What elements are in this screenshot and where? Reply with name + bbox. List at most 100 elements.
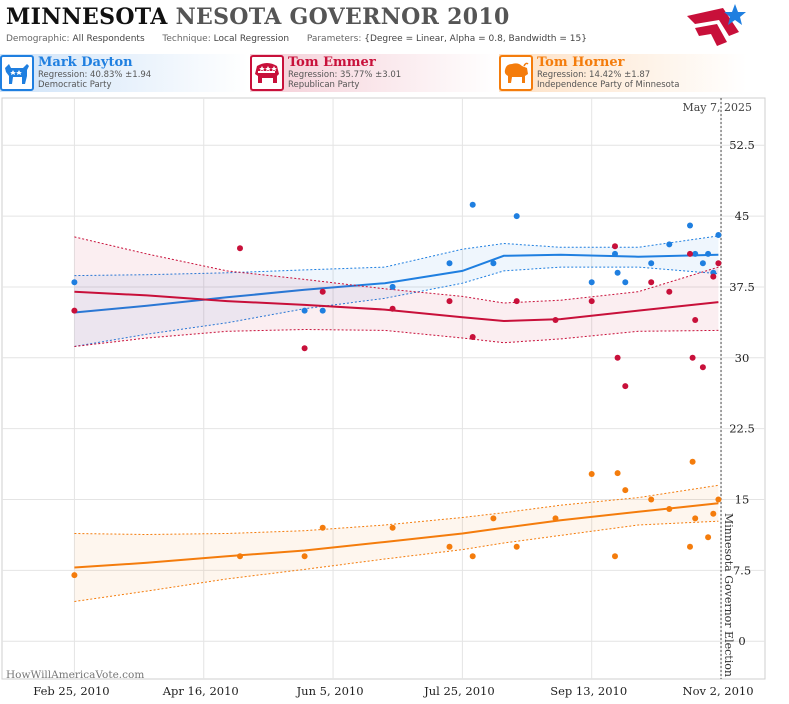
- technique-label: Technique:: [162, 34, 211, 44]
- mark-dayton-poll-point: [666, 241, 673, 248]
- buffalo-icon: [499, 55, 533, 91]
- mark-dayton-poll-point: [513, 213, 520, 220]
- tom-horner-confidence-band: [74, 485, 719, 602]
- tom-emmer-poll-point: [710, 273, 717, 280]
- mark-dayton-poll-point: [705, 250, 712, 257]
- x-tick-label: Feb 25, 2010: [33, 684, 109, 698]
- candidate-regression: Regression: 14.42% ±1.87: [537, 70, 651, 80]
- tom-horner-poll-point: [513, 543, 520, 550]
- legend-dayton[interactable]: Mark Dayton Regression: 40.83% ±1.94 Dem…: [0, 52, 248, 94]
- candidate-name: Mark Dayton: [38, 55, 133, 70]
- mark-dayton-poll-point: [648, 260, 655, 267]
- tom-horner-poll-point: [71, 572, 78, 579]
- y-tick-label: 45: [735, 209, 750, 223]
- tom-emmer-poll-point: [552, 317, 559, 323]
- mark-dayton-poll-point: [614, 269, 621, 276]
- watermark: HowWillAmericaVote.com: [6, 669, 144, 681]
- tom-horner-poll-point: [588, 471, 595, 477]
- chart-parameters: Demographic: All Respondents Technique: …: [6, 34, 587, 44]
- tom-horner-poll-point: [301, 553, 308, 560]
- tom-emmer-lower-bound: [74, 328, 719, 347]
- candidate-regression: Regression: 40.83% ±1.94: [38, 70, 152, 80]
- mark-dayton-poll-point: [389, 283, 396, 290]
- candidate-party: Republican Party: [288, 80, 360, 90]
- mark-dayton-poll-point: [588, 279, 595, 286]
- mark-dayton-poll-point: [490, 260, 497, 267]
- elephant-icon: [250, 55, 284, 91]
- title-race: NESOTA GOVERNOR 2010: [175, 4, 510, 30]
- tom-emmer-poll-point: [513, 298, 520, 305]
- tom-horner-lower-bound: [74, 520, 719, 602]
- mark-dayton-poll-point: [699, 260, 706, 267]
- tom-horner-poll-point: [666, 506, 673, 512]
- tom-emmer-poll-point: [689, 354, 696, 361]
- tom-horner-poll-point: [710, 510, 717, 517]
- tom-horner-poll-point: [237, 553, 243, 560]
- candidate-regression: Regression: 35.77% ±3.01: [288, 70, 402, 80]
- tom-horner-poll-point: [389, 524, 396, 531]
- tom-emmer-trend-line: [74, 290, 719, 323]
- candidate-legend: Mark Dayton Regression: 40.83% ±1.94 Dem…: [0, 52, 789, 94]
- tom-horner-upper-bound: [74, 484, 719, 536]
- demographic-value: All Respondents: [72, 34, 145, 44]
- tom-horner-poll-point: [648, 496, 655, 503]
- candidate-name: Tom Emmer: [288, 55, 376, 70]
- chart-header: MINNESOTA NESOTA GOVERNOR 2010 Demograph…: [0, 0, 789, 50]
- mark-dayton-poll-point: [612, 250, 618, 257]
- chart-title: MINNESOTA NESOTA GOVERNOR 2010: [6, 4, 510, 30]
- tom-horner-poll-point: [622, 487, 629, 494]
- donkey-icon: [0, 55, 34, 91]
- x-tick-label: Jun 5, 2010: [296, 684, 364, 698]
- tom-emmer-poll-point: [715, 260, 722, 267]
- x-tick-label: Sep 13, 2010: [550, 684, 627, 698]
- election-label: Minnesota Governor Election: [722, 513, 735, 677]
- tom-horner-poll-point: [614, 470, 621, 477]
- mark-dayton-lower-bound: [74, 266, 719, 347]
- y-tick-label: 30: [735, 351, 750, 365]
- tom-emmer-poll-point: [237, 245, 243, 252]
- legend-emmer[interactable]: Tom Emmer Regression: 35.77% ±3.01 Repub…: [250, 52, 498, 94]
- tom-emmer-poll-point: [612, 243, 618, 250]
- tom-emmer-poll-point: [687, 250, 693, 257]
- chart-area: Feb 25, 2010 Apr 16, 2010 Jun 5, 2010 Jul 2…: [0, 96, 789, 704]
- tom-horner-poll-point: [319, 524, 326, 531]
- plot-frame: [1, 97, 766, 680]
- tom-emmer-poll-point: [622, 383, 629, 390]
- mark-dayton-poll-point: [692, 250, 699, 257]
- y-tick-label: 7.5: [733, 563, 751, 577]
- tom-horner-trend-line: [74, 502, 719, 569]
- parameters-value: {Degree = Linear, Alpha = 0.8, Bandwidth…: [364, 34, 587, 44]
- tom-emmer-poll-point: [588, 298, 595, 305]
- tom-horner-poll-point: [469, 553, 476, 560]
- y-tick-label: 52.5: [729, 138, 755, 152]
- site-logo-icon[interactable]: [683, 2, 749, 50]
- candidate-party: Democratic Party: [38, 80, 112, 90]
- tom-horner-poll-point: [446, 543, 453, 550]
- mark-dayton-poll-point: [715, 232, 722, 238]
- title-state: MINNESOTA: [6, 4, 168, 30]
- y-tick-label: 22.5: [729, 422, 755, 436]
- mark-dayton-poll-point: [71, 279, 78, 286]
- tom-horner-poll-point: [689, 458, 696, 465]
- tom-horner-poll-point: [490, 515, 497, 522]
- tom-emmer-poll-point: [71, 307, 78, 314]
- tom-emmer-poll-point: [319, 288, 326, 295]
- mark-dayton-poll-point: [446, 260, 453, 267]
- tom-horner-poll-point: [715, 496, 722, 503]
- tom-emmer-poll-point: [666, 288, 673, 295]
- legend-horner[interactable]: Tom Horner Regression: 14.42% ±1.87 Inde…: [499, 52, 747, 94]
- tom-emmer-poll-point: [389, 305, 396, 312]
- current-date-label: May 7, 2025: [682, 101, 752, 114]
- tom-horner-poll-point: [552, 515, 559, 522]
- tom-emmer-poll-point: [469, 334, 476, 340]
- y-tick-label: 0: [738, 634, 745, 648]
- x-tick-label: Apr 16, 2010: [162, 684, 239, 698]
- mark-dayton-confidence-band: [74, 235, 719, 347]
- tom-horner-poll-point: [687, 543, 693, 550]
- mark-dayton-poll-point: [469, 201, 476, 208]
- mark-dayton-poll-point: [301, 307, 308, 314]
- candidate-party: Independence Party of Minnesota: [537, 80, 680, 90]
- parameters-label: Parameters:: [306, 34, 362, 44]
- y-tick-label: 37.5: [729, 280, 755, 294]
- tom-emmer-poll-point: [648, 279, 655, 286]
